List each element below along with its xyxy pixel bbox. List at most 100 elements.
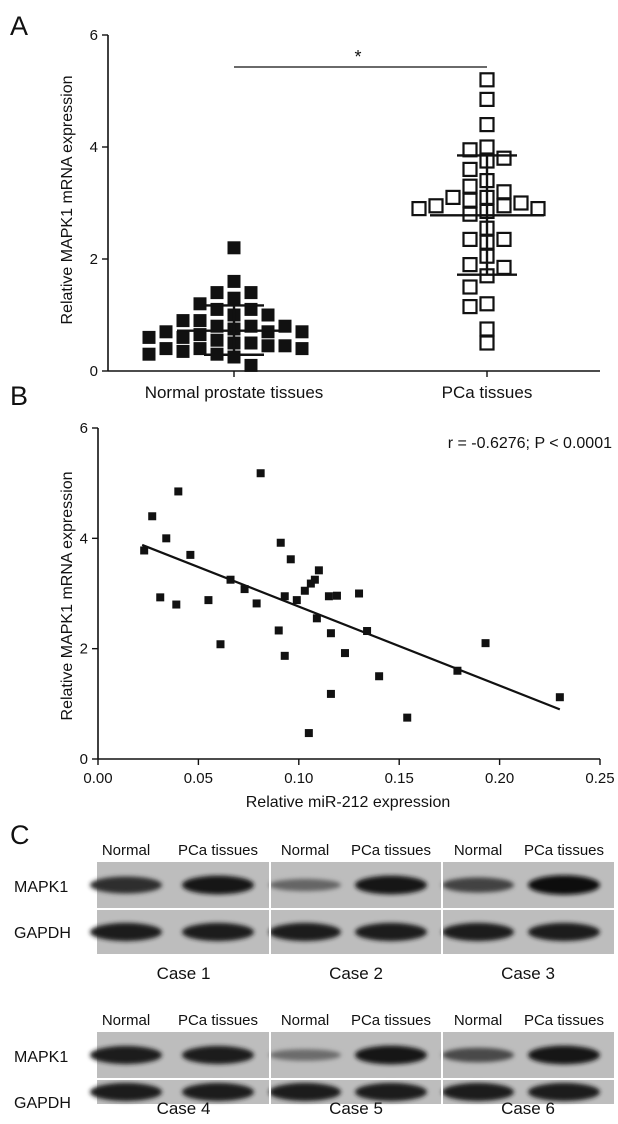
panel-a-normal-point	[176, 314, 190, 328]
panel-a-pca-point	[530, 201, 546, 217]
panel-b-x-tick-label: 0.15	[385, 770, 414, 787]
panel-a-pca-point	[462, 178, 478, 194]
panel-a-pca-point	[428, 198, 444, 214]
panel-a-normal-point	[227, 274, 241, 288]
blot-band	[528, 875, 600, 895]
panel-a-y-axis-label: Relative MAPK1 mRNA expression	[59, 76, 76, 325]
panel-a-normal-point	[210, 286, 224, 300]
panel-a-normal-point	[193, 342, 207, 356]
panel-b-point	[148, 512, 157, 521]
panel-a-pca-point	[479, 296, 495, 312]
panel-b-point	[172, 600, 181, 609]
panel-a-points	[142, 72, 546, 372]
panel-c-blots: Normal PCa tissues Normal PCa tissues Normal…	[14, 842, 614, 1118]
panel-b-axes: 0 2 4 6 0.00 0.05 0.10 0.15 0.20 0.25	[80, 420, 615, 787]
panel-a-normal-point	[159, 342, 173, 356]
blot-band	[90, 876, 162, 894]
panel-a-pca-point	[496, 259, 512, 275]
panel-a-normal-point	[227, 241, 241, 255]
blot-lane-header: PCa tissues	[351, 842, 431, 859]
panel-b-point	[555, 693, 564, 702]
panel-b-x-tick-label: 0.20	[485, 770, 514, 787]
panel-b-point	[252, 599, 261, 608]
blot-case-label: Case 4	[157, 1099, 211, 1118]
panel-b-x-tick-label: 0.25	[585, 770, 614, 787]
blot-lane-header: Normal	[281, 1012, 329, 1029]
panel-a-pca-point	[479, 91, 495, 108]
blot-case-label: Case 1	[157, 964, 211, 983]
panel-b-point	[326, 629, 335, 638]
panel-b-chart: 0 2 4 6 0.00 0.05 0.10 0.15 0.20 0.25 Relative MA…	[59, 420, 615, 811]
panel-b-point	[306, 579, 315, 588]
panel-a-pca-point	[479, 335, 495, 351]
panel-b-point	[340, 649, 349, 658]
blot-lane-header: PCa tissues	[524, 842, 604, 859]
blot-case-label: Case 6	[501, 1099, 555, 1118]
panel-b-point	[403, 713, 412, 722]
panel-b-point	[256, 469, 265, 478]
panel-a-normal-point	[278, 339, 292, 353]
blot-band	[269, 922, 341, 942]
blot-lane-header: Normal	[281, 842, 329, 859]
panel-a-normal-point	[193, 297, 207, 311]
panel-a-pca-point	[462, 299, 478, 315]
panel-b-point	[174, 487, 183, 496]
blot-lane-header: PCa tissues	[178, 1012, 258, 1029]
blot-band-label: GAPDH	[14, 1095, 71, 1112]
panel-b-point	[292, 596, 301, 605]
panel-a-pca-point	[462, 257, 478, 273]
blot-band-label: MAPK1	[14, 879, 68, 896]
panel-a-category-pca: PCa tissues	[442, 383, 533, 402]
panel-a-normal-point	[176, 344, 190, 358]
blot-band	[182, 875, 254, 895]
panel-b-point	[355, 589, 364, 598]
blot-case-label: Case 3	[501, 964, 555, 983]
panel-a-normal-point	[244, 358, 258, 372]
panel-a-normal-point	[176, 330, 190, 344]
blot-band-label: GAPDH	[14, 925, 71, 942]
blot-lane-header: Normal	[454, 1012, 502, 1029]
blot-band	[90, 922, 162, 942]
blot-band	[355, 875, 427, 895]
panel-b-point	[375, 672, 384, 681]
blot-lane-header: Normal	[102, 842, 150, 859]
blot-band	[90, 1082, 162, 1102]
panel-b-point	[314, 566, 323, 575]
panel-a-normal-point	[244, 319, 258, 333]
blot-band	[269, 1082, 341, 1102]
panel-a-y-tick-label: 0	[90, 363, 98, 380]
panel-a-pca-point	[513, 195, 529, 211]
blot-band	[528, 922, 600, 942]
panel-a-normal-point	[244, 336, 258, 350]
panel-b-point	[300, 586, 309, 595]
panel-a-chart: 0 2 4 6 Relative MAPK1 mRNA expression Norm…	[59, 27, 600, 402]
panel-a-pca-point	[496, 150, 512, 166]
panel-a-normal-point	[295, 342, 309, 356]
panel-b-point	[186, 550, 195, 559]
panel-b-point	[156, 593, 165, 602]
panel-a-pca-point	[411, 201, 427, 217]
blot-lane-header: PCa tissues	[178, 842, 258, 859]
panel-a-normal-point	[142, 330, 156, 344]
panel-b-point	[312, 614, 321, 623]
panel-b-y-tick-label: 4	[80, 530, 88, 547]
blot-case-label: Case 2	[329, 964, 383, 983]
panel-letter-b: B	[10, 381, 28, 411]
panel-a-pca-point	[496, 198, 512, 214]
panel-b-point	[162, 534, 171, 543]
panel-b-point	[453, 666, 462, 675]
blot-band	[528, 1082, 600, 1102]
blot-band-label: MAPK1	[14, 1049, 68, 1066]
panel-a-pca-point	[462, 279, 478, 295]
panel-b-x-tick-label: 0.00	[83, 770, 112, 787]
panel-a-normal-point	[210, 319, 224, 333]
panel-b-point	[276, 538, 285, 547]
panel-a-pca-point	[479, 116, 495, 133]
panel-b-point	[204, 596, 213, 605]
panel-b-point	[481, 639, 490, 648]
blot-band	[442, 877, 514, 893]
panel-a-normal-point	[244, 286, 258, 300]
blot-band	[182, 1045, 254, 1065]
blot-band	[182, 922, 254, 942]
panel-b-point	[310, 575, 319, 584]
